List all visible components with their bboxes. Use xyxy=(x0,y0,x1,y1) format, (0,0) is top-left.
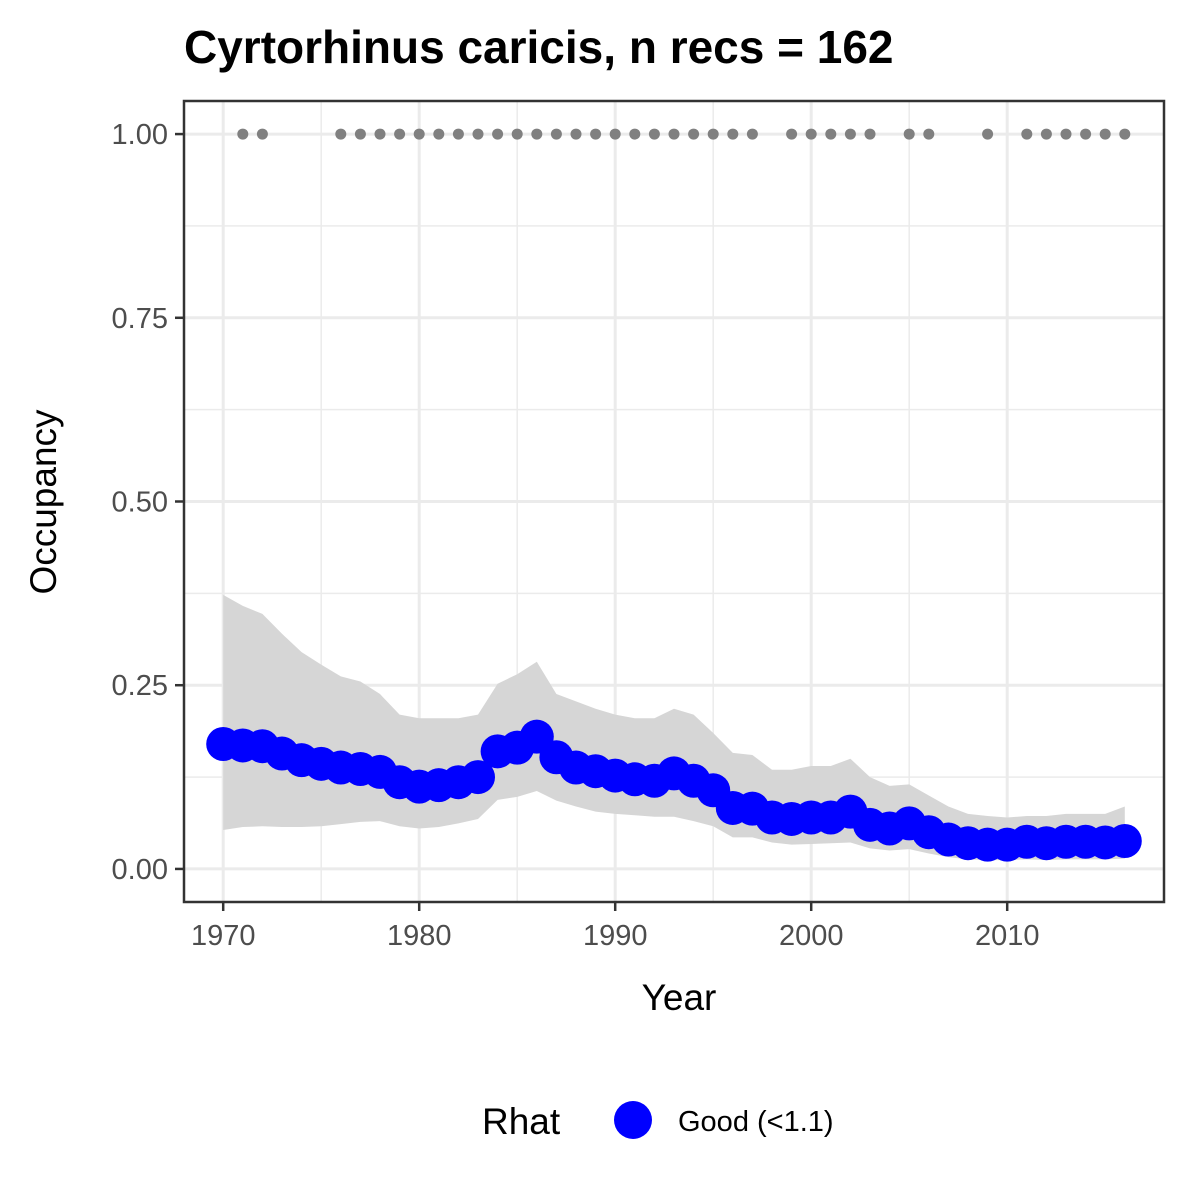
record-point xyxy=(550,128,562,140)
x-tick-label: 2000 xyxy=(779,920,844,952)
record-point xyxy=(609,128,621,140)
record-point xyxy=(805,128,817,140)
record-point xyxy=(1040,128,1052,140)
record-point xyxy=(688,128,700,140)
record-point xyxy=(903,128,915,140)
y-axis-title: Occupancy xyxy=(23,409,64,595)
record-point xyxy=(354,128,366,140)
record-point xyxy=(374,128,386,140)
record-point xyxy=(256,128,268,140)
legend: Rhat Good (<1.1) xyxy=(482,1101,834,1142)
legend-title: Rhat xyxy=(482,1101,561,1142)
occupancy-points xyxy=(206,719,1142,862)
record-point xyxy=(237,128,249,140)
record-point xyxy=(433,128,445,140)
record-point xyxy=(452,128,464,140)
record-point xyxy=(844,128,856,140)
record-point xyxy=(590,128,602,140)
record-point xyxy=(629,128,641,140)
x-axis-title: Year xyxy=(642,977,717,1018)
record-point xyxy=(472,128,484,140)
record-point xyxy=(668,128,680,140)
record-point xyxy=(492,128,504,140)
y-tick-label: 0.00 xyxy=(112,854,168,886)
legend-key-good xyxy=(614,1101,652,1139)
record-point xyxy=(413,128,425,140)
record-point xyxy=(531,128,543,140)
record-point xyxy=(511,128,523,140)
record-point xyxy=(1080,128,1092,140)
record-point xyxy=(982,128,994,140)
x-tick-label: 1980 xyxy=(387,920,452,952)
record-point xyxy=(707,128,719,140)
occupancy-point xyxy=(461,760,495,795)
record-point xyxy=(1119,128,1131,140)
record-point xyxy=(1060,128,1072,140)
plot-panel xyxy=(182,99,1166,904)
record-point xyxy=(570,128,582,140)
y-tick-label: 1.00 xyxy=(112,119,168,151)
y-tick-label: 0.25 xyxy=(112,670,168,702)
x-tick-label: 1990 xyxy=(583,920,648,952)
record-point xyxy=(394,128,406,140)
x-tick-label: 2010 xyxy=(975,920,1040,952)
x-axis: 1970 1980 1990 2000 2010 xyxy=(191,902,1040,952)
record-point xyxy=(786,128,798,140)
record-point xyxy=(648,128,660,140)
occupancy-point xyxy=(1107,824,1142,859)
record-points xyxy=(237,128,1131,140)
record-point xyxy=(727,128,739,140)
record-point xyxy=(746,128,758,140)
record-point xyxy=(1099,128,1111,140)
record-point xyxy=(335,128,347,140)
record-point xyxy=(1021,128,1033,140)
y-tick-label: 0.75 xyxy=(112,303,168,335)
y-tick-label: 0.50 xyxy=(112,487,168,519)
legend-label-good: Good (<1.1) xyxy=(678,1106,834,1138)
x-tick-label: 1970 xyxy=(191,920,256,952)
y-axis: 0.00 0.25 0.50 0.75 1.00 xyxy=(112,119,184,886)
chart-title: Cyrtorhinus caricis, n recs = 162 xyxy=(184,21,894,73)
record-point xyxy=(923,128,935,140)
record-point xyxy=(864,128,876,140)
record-point xyxy=(825,128,837,140)
